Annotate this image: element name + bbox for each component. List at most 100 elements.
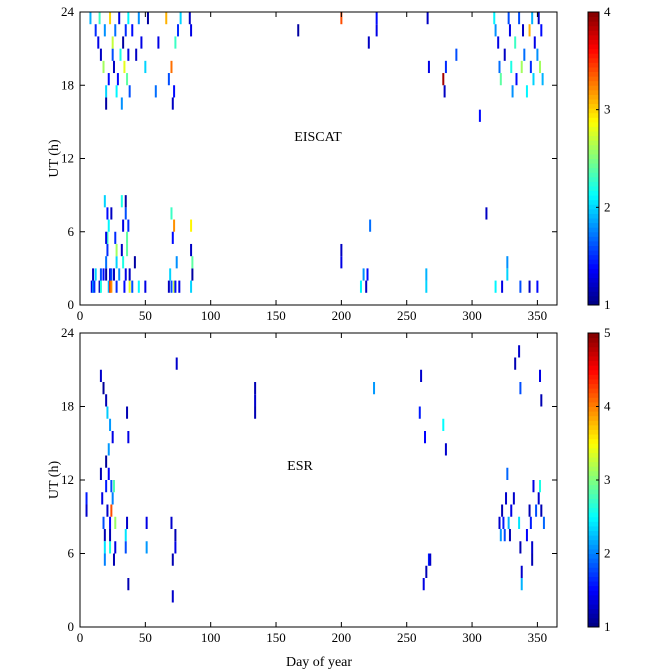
- data-cell: [107, 467, 110, 480]
- data-cell: [127, 219, 130, 232]
- data-cell: [107, 219, 110, 232]
- data-cell: [497, 36, 500, 49]
- colorbar-segment: [588, 185, 599, 192]
- colorbar-segment: [588, 16, 599, 22]
- data-cell: [137, 12, 140, 25]
- colorbar-segment: [588, 250, 599, 256]
- data-cell: [107, 280, 110, 293]
- data-cell: [508, 529, 511, 542]
- colorbar-segment: [588, 204, 599, 210]
- data-cell: [157, 36, 160, 49]
- data-cell: [98, 12, 101, 25]
- data-cell: [520, 578, 523, 591]
- data-cell: [503, 48, 506, 61]
- colorbar-segment: [588, 544, 599, 550]
- x-tick-label: 300: [462, 308, 482, 323]
- data-cell: [111, 492, 114, 505]
- data-cell: [420, 369, 423, 382]
- data-cell: [520, 565, 523, 578]
- data-cell: [167, 280, 170, 293]
- data-cell: [498, 60, 501, 74]
- data-cell: [112, 553, 115, 566]
- x-tick-label: 0: [77, 630, 84, 645]
- data-cell: [455, 48, 458, 61]
- colorbar-segment: [588, 71, 599, 77]
- data-cell: [171, 231, 174, 244]
- data-cell: [146, 12, 149, 25]
- data-cell: [114, 231, 117, 244]
- y-tick-label: 18: [61, 399, 74, 414]
- colorbar-frame: [587, 11, 600, 306]
- colorbar-segment: [588, 231, 599, 237]
- data-cell: [105, 480, 108, 493]
- data-cell: [124, 207, 127, 220]
- colorbar-segment: [588, 337, 599, 343]
- colorbar-tick-label: 4: [604, 4, 611, 19]
- data-cell: [191, 268, 194, 281]
- data-cell: [254, 406, 257, 419]
- colorbar-segment: [588, 112, 599, 118]
- colorbar-segment: [588, 613, 599, 619]
- data-cell: [94, 268, 97, 281]
- colorbar-segment: [588, 346, 599, 352]
- data-cell: [124, 541, 127, 554]
- colorbar-segment: [588, 121, 599, 127]
- colorbar-segment: [588, 429, 599, 435]
- colorbar-segment: [588, 466, 599, 472]
- data-cell: [508, 24, 511, 37]
- data-cell: [442, 73, 445, 86]
- data-cell: [515, 73, 518, 86]
- data-cell: [101, 492, 104, 505]
- data-cell: [112, 268, 115, 281]
- data-cell: [501, 280, 504, 293]
- data-cell: [102, 60, 105, 74]
- colorbar-segment: [588, 622, 599, 628]
- colorbar-segment: [588, 144, 599, 150]
- data-cell: [502, 516, 505, 529]
- colorbar-segment: [588, 57, 599, 63]
- data-cell: [507, 12, 510, 25]
- data-cell: [532, 480, 535, 493]
- data-cell: [485, 207, 488, 220]
- data-cell: [165, 12, 168, 25]
- data-cell: [188, 12, 191, 25]
- data-cell: [110, 280, 113, 293]
- colorbar-segment: [588, 263, 599, 269]
- colorbar-segment: [588, 535, 599, 541]
- data-cell: [190, 243, 193, 257]
- colorbar-segment: [588, 181, 599, 187]
- data-cell: [115, 256, 118, 269]
- colorbar-segment: [588, 553, 599, 559]
- data-cell: [127, 578, 130, 591]
- data-cell: [498, 516, 501, 529]
- colorbar-segment: [588, 401, 599, 407]
- colorbar-segment: [588, 333, 599, 339]
- data-cell: [85, 492, 88, 505]
- colorbar-segment: [588, 397, 599, 403]
- data-cell: [190, 280, 193, 293]
- data-cell: [539, 480, 542, 493]
- data-cell: [171, 590, 174, 603]
- colorbar-segment: [588, 604, 599, 610]
- data-cell: [170, 280, 173, 293]
- x-tick-label: 50: [139, 308, 152, 323]
- data-cell: [99, 268, 102, 281]
- data-cell: [126, 406, 129, 419]
- colorbar-segment: [588, 415, 599, 421]
- data-cell: [124, 195, 127, 208]
- x-tick-label: 350: [528, 630, 548, 645]
- colorbar-segment: [588, 590, 599, 596]
- colorbar-segment: [588, 39, 599, 45]
- data-cell: [254, 382, 257, 395]
- colorbar-segment: [588, 140, 599, 146]
- data-cell: [107, 73, 110, 86]
- data-cell: [179, 12, 182, 25]
- colorbar-segment: [588, 447, 599, 453]
- colorbar-segment: [588, 245, 599, 251]
- data-cell: [111, 36, 114, 49]
- data-cell: [528, 504, 531, 517]
- colorbar-segment: [588, 378, 599, 385]
- colorbar-segment: [588, 94, 599, 100]
- data-cell: [97, 36, 100, 49]
